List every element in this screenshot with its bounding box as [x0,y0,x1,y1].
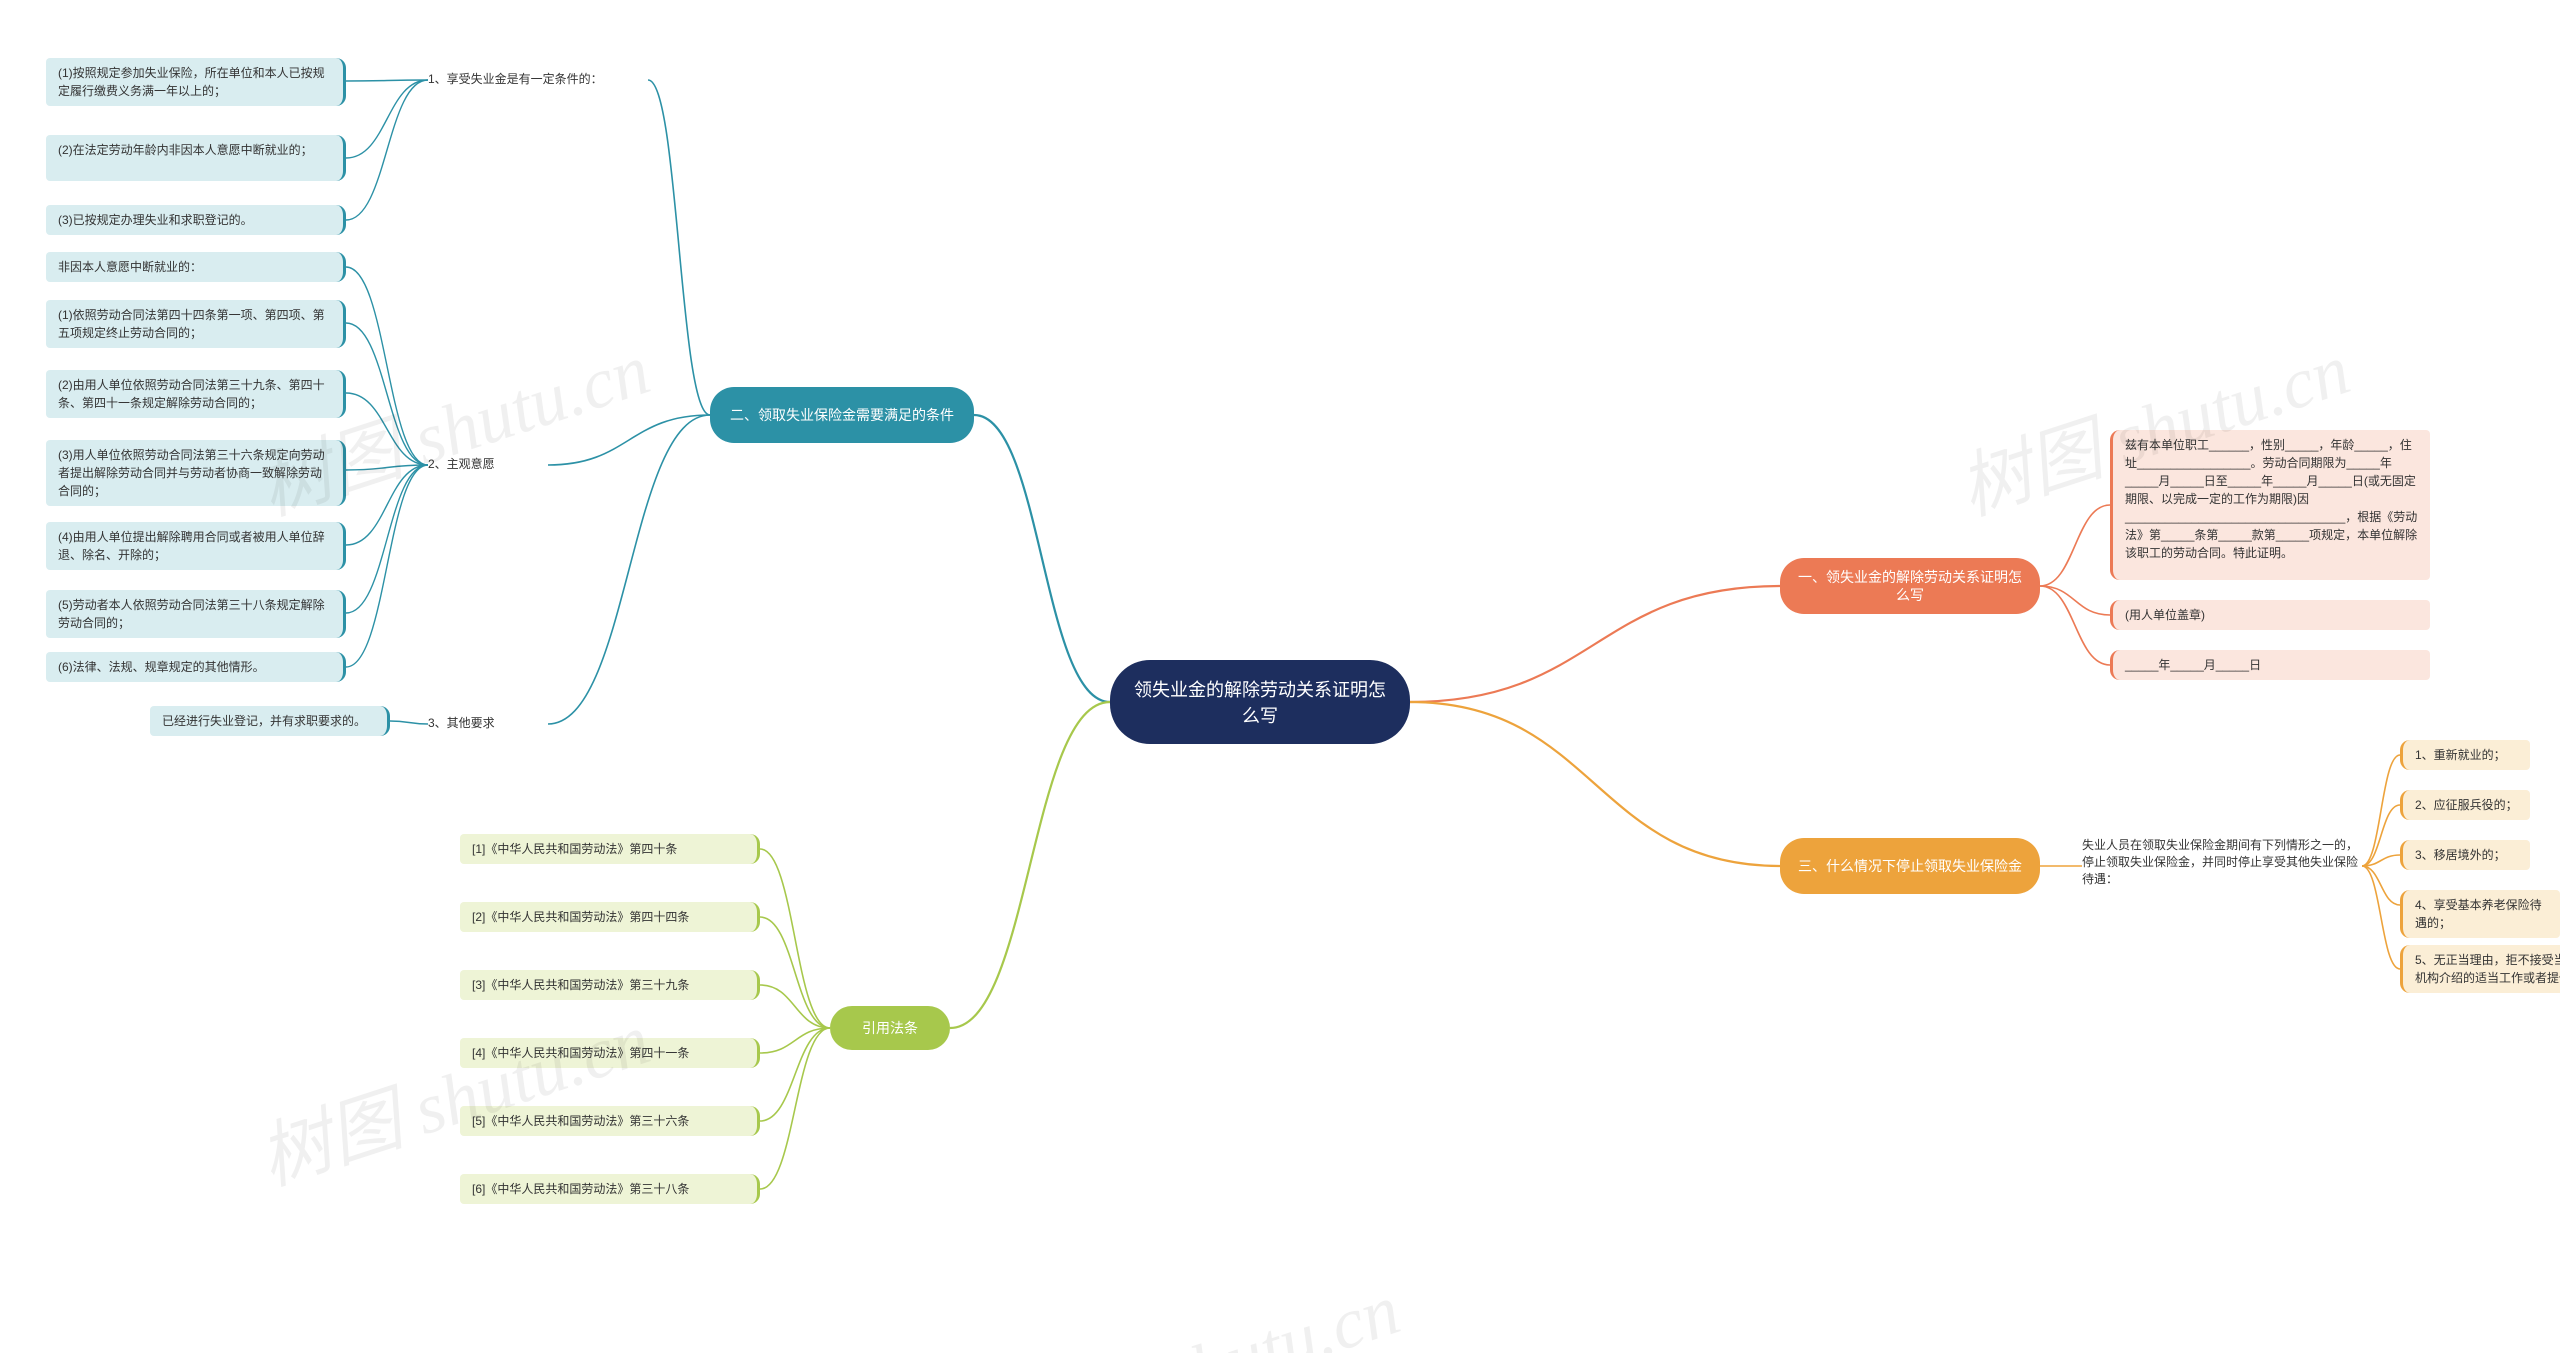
branch-section-3-label: 三、什么情况下停止领取失业保险金 [1798,857,2022,875]
section2-leaf-1-1: (1)依照劳动合同法第四十四条第一项、第四项、第五项规定终止劳动合同的； [46,300,346,348]
branch-references-label: 引用法条 [862,1019,918,1037]
references-leaf-2: [3]《中华人民共和国劳动法》第三十九条 [460,970,760,1000]
references-leaf-3: [4]《中华人民共和国劳动法》第四十一条 [460,1038,760,1068]
section2-leaf-0-2: (3)已按规定办理失业和求职登记的。 [46,205,346,235]
section3-leaf-2: 3、移居境外的； [2400,840,2530,870]
section1-leaf-1: (用人单位盖章) [2110,600,2430,630]
branch-references: 引用法条 [830,1006,950,1050]
section3-leaf-0: 1、重新就业的； [2400,740,2530,770]
section2-sub-2: 3、其他要求 [428,714,548,731]
references-leaf-0: [1]《中华人民共和国劳动法》第四十条 [460,834,760,864]
section2-leaf-0-0: (1)按照规定参加失业保险，所在单位和本人已按规定履行缴费义务满一年以上的； [46,58,346,106]
references-leaf-4: [5]《中华人民共和国劳动法》第三十六条 [460,1106,760,1136]
references-leaf-1: [2]《中华人民共和国劳动法》第四十四条 [460,902,760,932]
section3-leaf-4: 5、无正当理由，拒不接受当地人民政府指定部门或者机构介绍的适当工作或者提供的培训… [2400,945,2560,993]
root-node: 领失业金的解除劳动关系证明怎么写 [1110,660,1410,744]
section2-leaf-1-3: (3)用人单位依照劳动合同法第三十六条规定向劳动者提出解除劳动合同并与劳动者协商… [46,440,346,506]
branch-section-2: 二、领取失业保险金需要满足的条件 [710,387,974,443]
watermark-2: 树图 shutu.cn [994,1250,1411,1353]
section2-leaf-1-2: (2)由用人单位依照劳动合同法第三十九条、第四十条、第四十一条规定解除劳动合同的… [46,370,346,418]
section2-leaf-1-6: (6)法律、法规、规章规定的其他情形。 [46,652,346,682]
watermark-1: 树图 shutu.cn [244,980,661,1205]
branch-section-2-label: 二、领取失业保险金需要满足的条件 [730,406,954,424]
section3-leaf-3: 4、享受基本养老保险待遇的； [2400,890,2560,938]
section1-leaf-0: 兹有本单位职工______，性别_____，年龄_____，住址________… [2110,430,2430,580]
branch-section-3: 三、什么情况下停止领取失业保险金 [1780,838,2040,894]
section1-leaf-2: _____年_____月_____日 [2110,650,2430,680]
branch-section-1: 一、领失业金的解除劳动关系证明怎么写 [1780,558,2040,614]
section2-leaf-1-5: (5)劳动者本人依照劳动合同法第三十八条规定解除劳动合同的； [46,590,346,638]
references-leaf-5: [6]《中华人民共和国劳动法》第三十八条 [460,1174,760,1204]
section2-sub-0: 1、享受失业金是有一定条件的： [428,70,648,87]
section2-leaf-1-0: 非因本人意愿中断就业的： [46,252,346,282]
root-label: 领失业金的解除劳动关系证明怎么写 [1126,676,1394,728]
section2-leaf-1-4: (4)由用人单位提出解除聘用合同或者被用人单位辞退、除名、开除的； [46,522,346,570]
section2-leaf-0-1: (2)在法定劳动年龄内非因本人意愿中断就业的； [46,135,346,181]
section3-leaf-1: 2、应征服兵役的； [2400,790,2530,820]
section2-leaf-2-0: 已经进行失业登记，并有求职要求的。 [150,706,390,736]
section2-sub-1: 2、主观意愿 [428,455,548,472]
section3-midtext: 失业人员在领取失业保险金期间有下列情形之一的，停止领取失业保险金，并同时停止享受… [2082,836,2362,887]
branch-section-1-label: 一、领失业金的解除劳动关系证明怎么写 [1796,568,2024,604]
